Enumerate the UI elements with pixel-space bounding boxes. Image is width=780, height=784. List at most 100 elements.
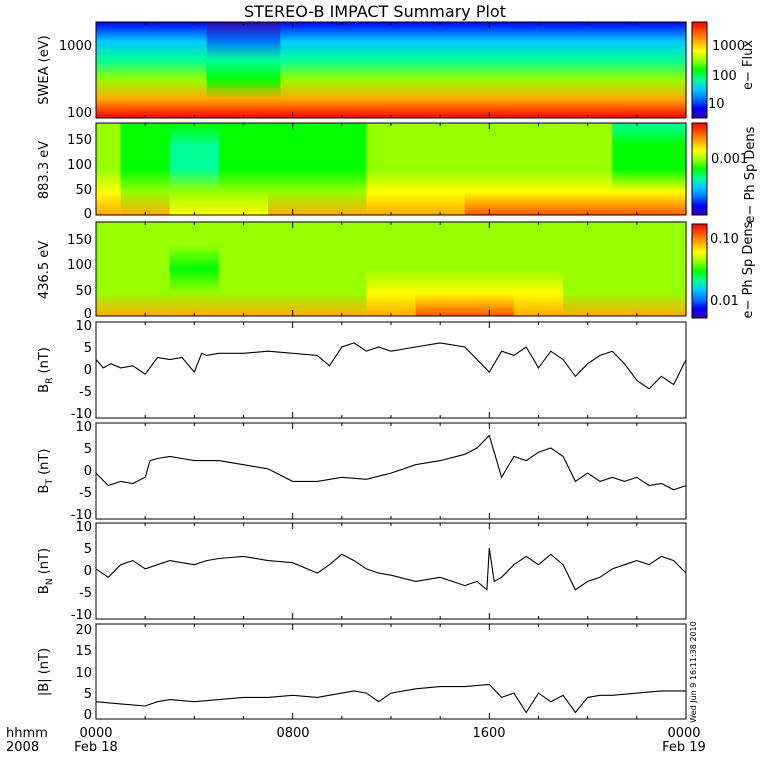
heatmap-column (464, 123, 515, 215)
bmag-frame (95, 623, 687, 720)
heatmap-column (354, 22, 429, 118)
hm-pad2-cells (96, 222, 687, 316)
heatmap-column (96, 22, 134, 118)
heatmap-column (415, 222, 466, 316)
pad883-cbar-label: e− Ph Sp Dens (743, 126, 758, 223)
pad436-ytick: 150 (67, 233, 92, 248)
br-ytick: -10 (71, 407, 92, 422)
br-ytick: 0 (84, 363, 92, 378)
hm-swea-cells (96, 22, 687, 118)
swea-cbar-label: e− Flux (741, 40, 756, 90)
time-unit-label: hhmm (6, 726, 48, 741)
heatmap-column (317, 222, 368, 316)
bt-frame (95, 422, 687, 520)
bn-ytick: 5 (84, 542, 92, 557)
heatmap-column (280, 22, 355, 118)
heatmap-column (96, 123, 122, 215)
pad883-cbar-tick: 0.001 (711, 152, 748, 167)
heatmap-column (513, 123, 564, 215)
bmag-ylabel: |B| (nT) (37, 648, 52, 696)
pad436-cbar-tick: 0.10 (710, 232, 739, 247)
swea-cbar-tick: 10 (708, 97, 725, 112)
bt-ytick: -10 (71, 508, 92, 523)
panel-bmag: |B| (nT) 20 15 10 5 0 Wed Jun 9 16:11:38… (37, 621, 698, 723)
bt-ytick: -5 (79, 486, 92, 501)
heatmap-column (427, 22, 503, 118)
heatmap-column (169, 123, 220, 215)
heatmap-column (218, 123, 269, 215)
swea-cbar-tick: 100 (712, 69, 737, 84)
heatmap-column (612, 222, 663, 316)
heatmap-column (575, 22, 650, 118)
bmag-ytick: 15 (75, 644, 92, 659)
bmag-ytick: 5 (84, 687, 92, 702)
swea-ytick: 1000 (59, 39, 92, 54)
pad436-ytick: 100 (67, 258, 92, 273)
bmag-ytick: 0 (84, 708, 92, 723)
br-ytick: 5 (84, 341, 92, 356)
time-tick-label: 1600 (472, 726, 505, 741)
panel-pad-436: 436.5 eV 150 100 50 0 0.10 0.01 e− Ph Sp… (37, 126, 758, 322)
pad883-colorbar (692, 123, 707, 215)
heatmap-column (317, 123, 368, 215)
panel-swea: SWEA (eV) 1000 100 1000 100 10 e− Flux (37, 21, 756, 121)
timestamp-stamp: Wed Jun 9 16:11:38 2010 (689, 621, 698, 723)
bn-ytick: 10 (75, 520, 92, 535)
swea-cbar-tick: 1000 (712, 39, 745, 54)
pad436-cbar-tick: 0.01 (710, 294, 739, 309)
heatmap-column (649, 22, 687, 118)
year-label: 2008 (6, 740, 39, 755)
bt-ytick: 0 (84, 464, 92, 479)
heatmap-column (366, 123, 417, 215)
panel-pad-883: 883.3 eV 150 100 50 0 0.001 (37, 122, 748, 222)
heatmap-column (120, 123, 171, 215)
pad883-ytick: 100 (67, 158, 92, 173)
br-frame (95, 321, 687, 419)
time-tick-date: Feb 19 (662, 740, 706, 755)
heatmap-column (513, 222, 564, 316)
br-ytick: 10 (75, 319, 92, 334)
heatmap-column (464, 222, 515, 316)
pad883-ytick: 50 (75, 183, 92, 198)
time-tick-label: 0000 (79, 726, 112, 741)
time-tick-label: 0800 (276, 726, 309, 741)
bn-ytick: 0 (84, 564, 92, 579)
pad436-ytick: 50 (75, 284, 92, 299)
pad883-ytick: 0 (84, 207, 92, 222)
pad-cbar-label: e− Ph Sp Dens (741, 221, 756, 318)
axis-ticks (95, 22, 687, 719)
heatmap-column (268, 123, 318, 215)
bn-frame (95, 522, 687, 620)
bn-ylabel: BN (nT) (37, 548, 55, 594)
bmag-ytick: 20 (75, 623, 92, 638)
pad436-colorbar-frame (691, 223, 708, 319)
pad436-ytick: 0 (84, 307, 92, 322)
heatmap-column (415, 123, 466, 215)
heatmap-column (366, 222, 417, 316)
heatmap-column (661, 222, 687, 316)
br-ylabel: BR (nT) (37, 347, 55, 393)
heatmap-column (96, 222, 122, 316)
heatmap-column (206, 22, 281, 118)
heatmap-column (612, 123, 663, 215)
bt-ytick: 10 (75, 420, 92, 435)
bmag-ytick: 10 (75, 666, 92, 681)
series-line-bt (95, 434, 687, 491)
bn-ytick: -5 (79, 586, 92, 601)
heatmap-column (169, 222, 220, 316)
pad436-colorbar (692, 224, 707, 318)
series-line-b (95, 683, 686, 714)
panel-bn: BN (nT) 10 5 0 -5 -10 (37, 520, 687, 623)
heatmap-column (268, 222, 318, 316)
heatmap-column (661, 123, 687, 215)
plot-title: STEREO-B IMPACT Summary Plot (244, 2, 506, 21)
swea-ylabel: SWEA (eV) (37, 35, 52, 104)
pad883-ylabel: 883.3 eV (37, 141, 52, 199)
br-ytick: -5 (79, 385, 92, 400)
swea-colorbar (692, 22, 707, 118)
bt-ytick: 5 (84, 442, 92, 457)
swea-ytick: 100 (67, 106, 92, 121)
bn-ytick: -10 (71, 608, 92, 623)
heatmap-column (563, 123, 613, 215)
